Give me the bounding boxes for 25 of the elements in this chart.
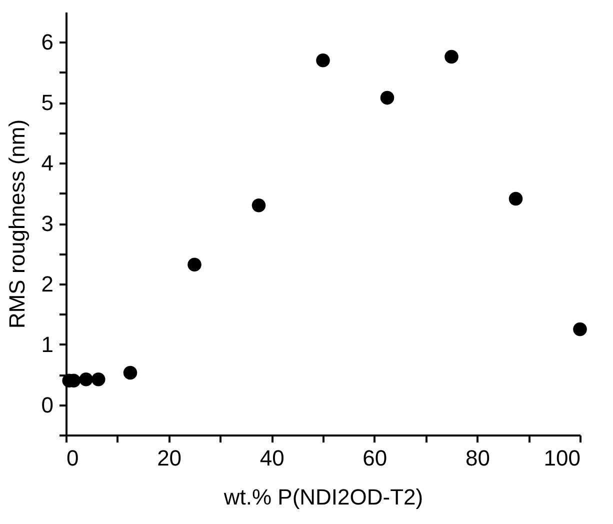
x-tick-label: 0 [66,446,79,470]
y-tick-label: 4 [41,150,54,176]
point [380,90,394,105]
x-tick-label: 20 [157,446,182,470]
x-tick-label: 60 [362,446,388,470]
x-tick-label: 100 [544,446,580,470]
point [573,322,587,336]
y-tick-label: 5 [41,90,54,116]
point [316,53,330,68]
y-tick-label: 0 [41,392,54,418]
point [91,372,106,386]
point [508,192,523,206]
point [123,366,138,380]
point [252,198,266,212]
y-tick-label: 2 [41,271,54,296]
x-tick-label: 40 [260,446,284,470]
y-tick-label: 1 [41,332,54,357]
y-tick-label: 3 [41,211,54,236]
x-axis-title: wt.% P(NDI2OD-T2) [222,484,424,510]
point [79,372,93,386]
point [444,50,458,64]
x-tick-label: 80 [465,446,490,470]
y-axis-title: RMS roughness (nm) [4,119,30,329]
point [188,258,202,272]
y-tick-label: 6 [41,30,54,55]
